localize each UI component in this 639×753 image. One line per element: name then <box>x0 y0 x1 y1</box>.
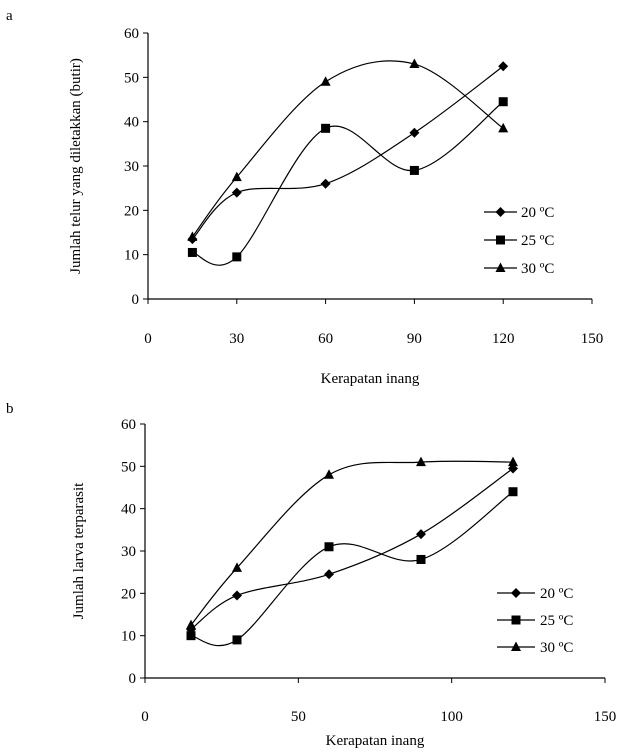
y-tick-label: 50 <box>121 459 136 475</box>
panel-label: b <box>6 401 14 417</box>
data-point <box>231 171 242 182</box>
x-axis-title: Kerapatan inang <box>321 371 420 387</box>
y-tick-label: 30 <box>121 544 136 560</box>
x-tick-label: 30 <box>229 331 244 347</box>
legend-entry: 20 ºC <box>484 205 554 221</box>
data-point <box>321 123 331 133</box>
x-axis-title: Kerapatan inang <box>326 733 425 749</box>
y-tick-label: 60 <box>124 26 139 42</box>
y-axis-title: Jumlah telur yang diletakkan (butir) <box>68 58 84 274</box>
data-point <box>232 252 242 262</box>
data-point <box>498 61 509 72</box>
series-line <box>192 101 504 266</box>
data-point <box>508 456 518 467</box>
y-tick-label: 10 <box>121 629 136 645</box>
legend-marker <box>511 641 521 651</box>
legend-entry: 20 ºC <box>497 586 573 602</box>
y-tick-label: 0 <box>129 671 137 687</box>
legend-label: 20 ºC <box>540 586 573 602</box>
x-tick-label: 100 <box>440 709 463 725</box>
legend-label: 30 ºC <box>540 640 573 656</box>
series-line <box>191 65 504 240</box>
series-triangle <box>186 456 518 630</box>
x-tick-label: 150 <box>581 331 604 347</box>
legend-marker <box>511 615 521 625</box>
data-point <box>187 247 197 257</box>
legend-entry: 25 ºC <box>484 233 554 249</box>
data-point <box>416 554 426 564</box>
y-tick-label: 30 <box>124 159 139 175</box>
data-point <box>231 187 242 198</box>
x-tick-label: 50 <box>291 709 306 725</box>
data-point <box>320 178 331 189</box>
data-point <box>324 542 334 552</box>
legend-entry: 30 ºC <box>484 261 554 277</box>
legend-marker <box>496 235 505 245</box>
series-diamond <box>187 61 509 245</box>
legend-entry: 30 ºC <box>497 640 573 656</box>
x-tick-label: 0 <box>141 709 149 725</box>
x-tick-label: 120 <box>492 331 515 347</box>
legend-entry: 25 ºC <box>497 613 573 629</box>
series-square <box>186 487 518 647</box>
data-point <box>187 231 198 241</box>
data-point <box>324 569 334 580</box>
series-line <box>190 467 514 630</box>
series-diamond <box>186 463 518 635</box>
data-point <box>186 619 196 630</box>
data-point <box>416 529 426 540</box>
data-point <box>320 76 331 86</box>
legend-label: 30 ºC <box>521 261 554 277</box>
data-point <box>498 122 509 133</box>
x-tick-label: 60 <box>318 331 333 347</box>
data-point <box>508 487 518 497</box>
data-point <box>409 165 419 175</box>
y-tick-label: 40 <box>121 502 136 518</box>
legend-marker <box>495 262 506 272</box>
data-point <box>416 456 426 467</box>
data-point <box>232 562 242 572</box>
series-line <box>191 60 504 238</box>
y-tick-label: 60 <box>121 417 136 433</box>
legend-marker <box>495 207 506 217</box>
y-tick-label: 20 <box>124 203 139 219</box>
x-tick-label: 90 <box>407 331 422 347</box>
data-point <box>232 590 242 601</box>
y-tick-label: 10 <box>124 248 139 264</box>
y-tick-label: 20 <box>121 586 136 602</box>
y-axis-title: Jumlah larva terparasit <box>71 482 87 619</box>
series-square <box>187 97 508 266</box>
data-point <box>186 631 196 641</box>
legend-label: 25 ºC <box>540 613 573 629</box>
y-tick-label: 40 <box>124 115 139 131</box>
y-tick-label: 0 <box>132 292 140 308</box>
y-tick-label: 50 <box>124 70 139 86</box>
data-point <box>409 127 420 138</box>
legend-label: 20 ºC <box>521 205 554 221</box>
legend-label: 25 ºC <box>521 233 554 249</box>
data-point <box>409 58 420 69</box>
chart-panel-a: a 0 10 20 30 40 50 60 0 30 60 90 120 150 Kerapatan ina… <box>6 8 603 387</box>
series-line <box>190 460 514 626</box>
legend-marker <box>511 588 521 598</box>
panel-label: a <box>6 8 13 24</box>
chart-panel-b: b 0 10 20 30 40 50 60 0 50 100 150 Kerapatan inang Ju… <box>6 401 616 749</box>
data-point <box>324 469 334 479</box>
x-tick-label: 150 <box>594 709 617 725</box>
x-tick-label: 0 <box>144 331 152 347</box>
data-point <box>232 635 242 645</box>
data-point <box>498 97 508 107</box>
series-triangle <box>187 58 509 241</box>
